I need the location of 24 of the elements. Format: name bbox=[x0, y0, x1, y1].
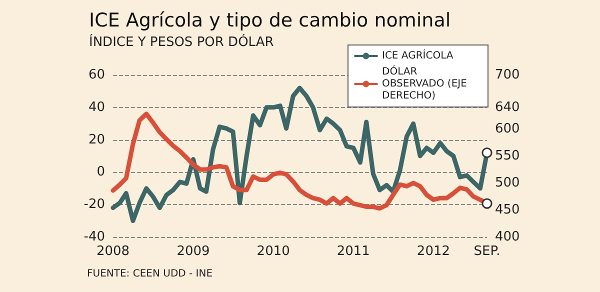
chart-title: ICE Agrícola y tipo de cambio nominal bbox=[89, 10, 451, 32]
x-tick-label: 2009 bbox=[176, 244, 210, 259]
y-tick-label: 20 bbox=[88, 132, 105, 148]
x-tick-label: 2012 bbox=[416, 244, 450, 259]
y2-tick-label: 550 bbox=[495, 148, 520, 164]
y-tick-label: -40 bbox=[84, 230, 105, 244]
y2-tick-label: 640 bbox=[495, 100, 520, 115]
legend-label: ICE AGRÍCOLA bbox=[382, 48, 454, 62]
legend-label: DÓLAR OBSERVADO (EJE DERECHO) bbox=[382, 64, 470, 102]
source-note: FUENTE: CEEN UDD - INE bbox=[87, 268, 213, 280]
y2-tick-label: 450 bbox=[495, 202, 520, 218]
x-tick-label: SEP. bbox=[474, 244, 500, 259]
y2-tick-label: 700 bbox=[495, 68, 520, 82]
y-tick-label: 0 bbox=[96, 164, 105, 180]
y-tick-label: -20 bbox=[84, 197, 105, 212]
y2-tick-label: 600 bbox=[495, 122, 520, 136]
y2-tick-label: 500 bbox=[495, 176, 520, 190]
y-tick-label: 60 bbox=[88, 68, 105, 82]
x-tick-label: 2008 bbox=[96, 244, 130, 259]
chart-subtitle: ÍNDICE Y PESOS POR DÓLAR bbox=[89, 33, 274, 50]
y-tick-label: 40 bbox=[88, 100, 105, 115]
x-tick-label: 2011 bbox=[336, 244, 370, 259]
x-tick-label: 2010 bbox=[256, 244, 290, 259]
y2-tick-label: 400 bbox=[495, 230, 520, 244]
